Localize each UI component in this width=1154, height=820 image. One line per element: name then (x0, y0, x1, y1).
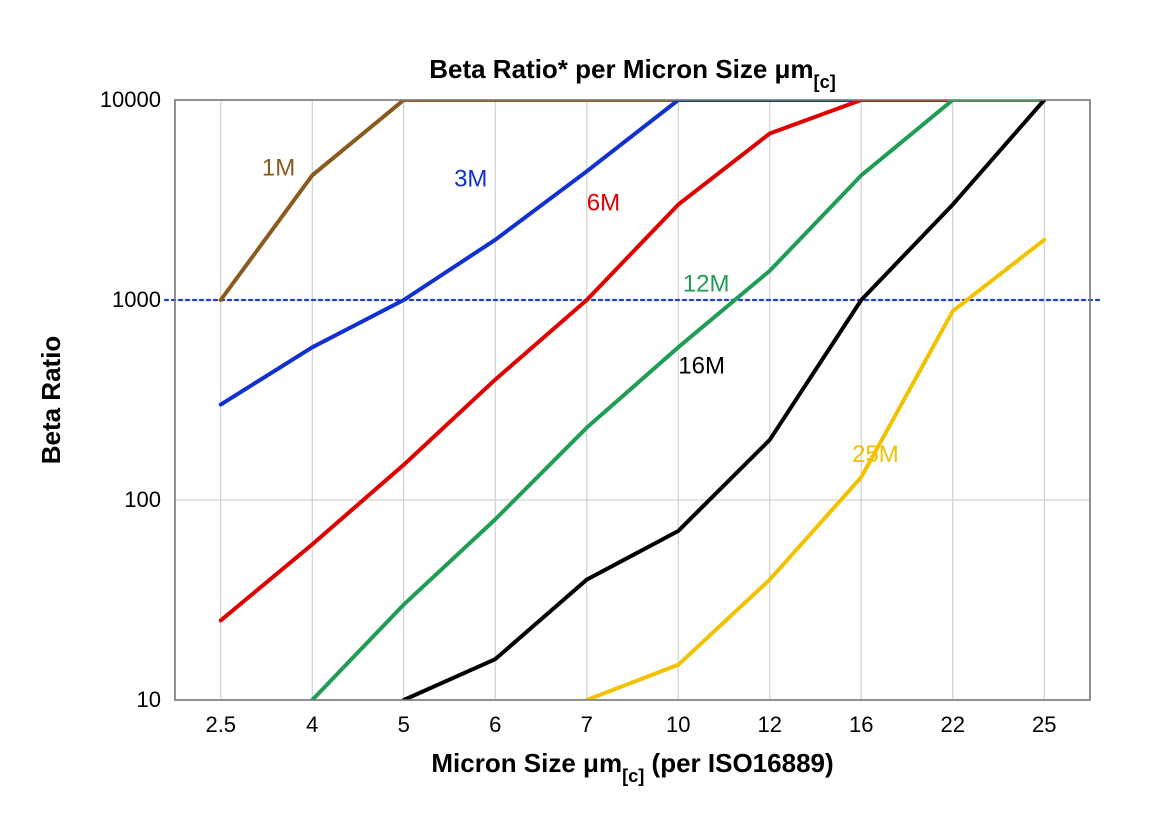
x-tick-label: 25 (1032, 712, 1056, 737)
x-tick-label: 22 (941, 712, 965, 737)
chart-container: 1M 3M 6M 12M 16M 25M 2.5 4 5 6 7 10 12 16 22 25 10 100 100… (0, 0, 1154, 820)
x-tick-label: 5 (398, 712, 410, 737)
x-tick-label: 10 (666, 712, 690, 737)
series-label-1M: 1M (262, 154, 295, 181)
x-tick-label: 2.5 (205, 712, 236, 737)
series-label-6M: 6M (587, 190, 620, 217)
series-label-12M: 12M (683, 271, 730, 298)
x-tick-label: 6 (489, 712, 501, 737)
x-tick-label: 7 (581, 712, 593, 737)
series-label-16M: 16M (678, 352, 725, 379)
y-tick-label: 10 (137, 687, 161, 712)
y-tick-label: 10000 (100, 87, 161, 112)
y-tick-label: 1000 (112, 287, 161, 312)
x-tick-label: 16 (849, 712, 873, 737)
beta-ratio-chart: 1M 3M 6M 12M 16M 25M 2.5 4 5 6 7 10 12 16 22 25 10 100 100… (0, 0, 1154, 820)
y-axis-label: Beta Ratio (36, 336, 66, 465)
series-label-3M: 3M (454, 165, 487, 192)
series-label-25M: 25M (852, 441, 899, 468)
x-tick-label: 12 (758, 712, 782, 737)
y-tick-label: 100 (124, 487, 161, 512)
x-tick-label: 4 (306, 712, 318, 737)
